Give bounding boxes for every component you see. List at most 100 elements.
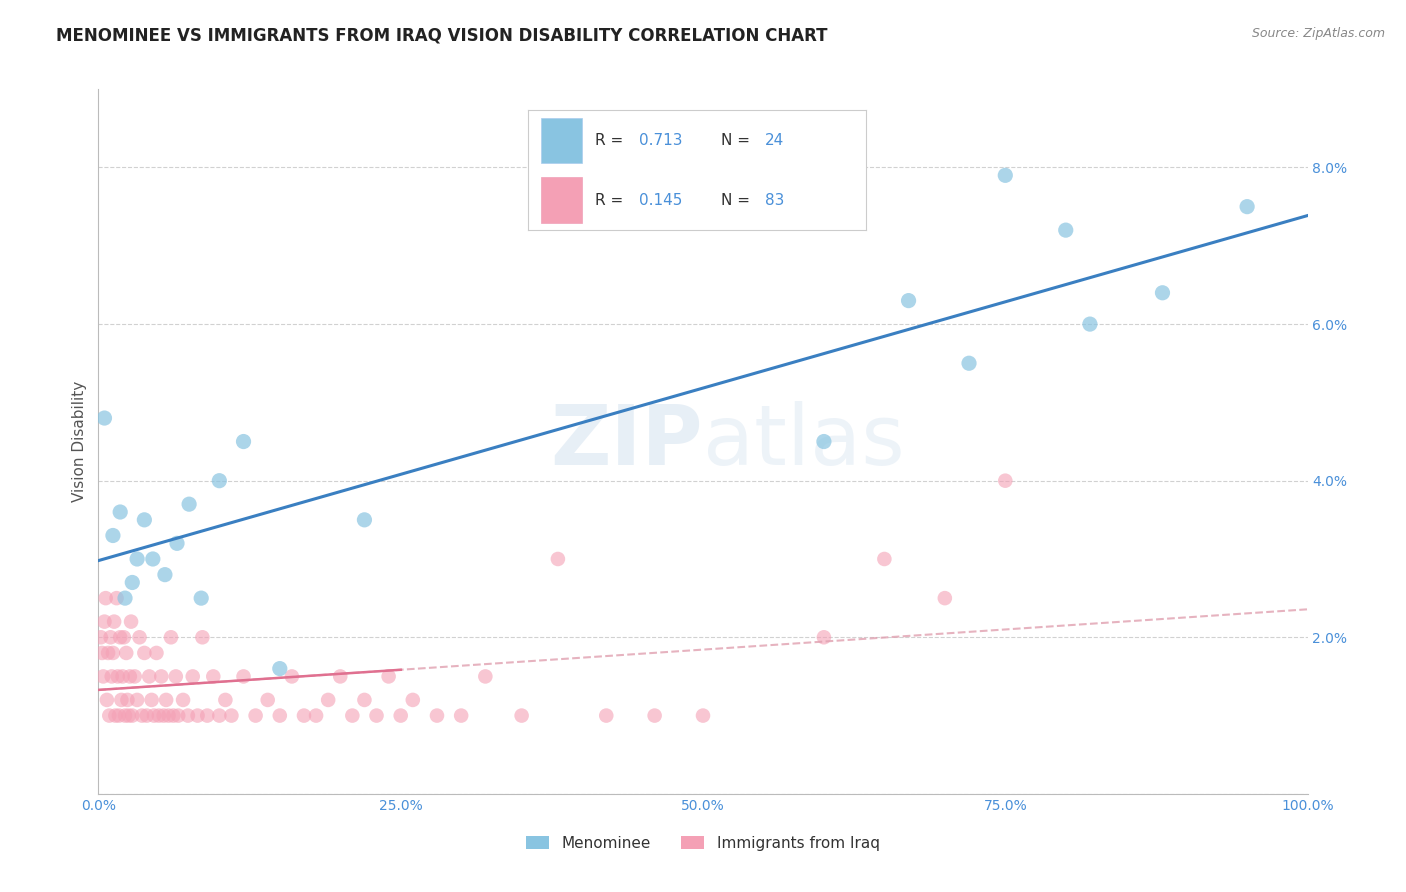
Point [190, 591, 212, 606]
Point [121, 708, 143, 723]
Point [142, 552, 165, 566]
Text: ZIP: ZIP [551, 401, 703, 482]
Point [112, 630, 135, 644]
Point [353, 693, 375, 707]
Point [402, 693, 425, 707]
Point [96, 693, 118, 707]
Point [166, 536, 188, 550]
Point [93, 615, 115, 629]
Point [208, 474, 231, 488]
Point [377, 669, 399, 683]
Point [202, 669, 225, 683]
Point [152, 708, 174, 723]
Point [127, 552, 149, 566]
Point [148, 708, 170, 723]
Point [120, 615, 142, 629]
Point [595, 708, 617, 723]
Point [177, 708, 200, 723]
Point [160, 630, 183, 644]
Point [897, 293, 920, 308]
Point [366, 708, 388, 723]
Point [208, 708, 231, 723]
Point [97, 646, 120, 660]
Point [143, 708, 166, 723]
Point [115, 646, 138, 660]
Point [93, 411, 115, 425]
Point [128, 630, 150, 644]
Point [281, 669, 304, 683]
Point [1152, 285, 1174, 300]
Point [114, 708, 136, 723]
Point [100, 669, 122, 683]
Point [221, 708, 243, 723]
Point [103, 615, 125, 629]
Point [474, 669, 496, 683]
Point [141, 693, 163, 707]
Point [232, 434, 254, 449]
Point [426, 708, 449, 723]
Point [101, 528, 124, 542]
Point [91, 646, 114, 660]
Point [145, 646, 167, 660]
Point [111, 669, 134, 683]
Point [994, 169, 1017, 183]
Point [813, 434, 835, 449]
Point [547, 552, 569, 566]
Point [90, 630, 112, 644]
Point [118, 669, 141, 683]
Point [101, 646, 124, 660]
Point [1054, 223, 1077, 237]
Point [292, 708, 315, 723]
Point [167, 708, 190, 723]
Point [131, 708, 153, 723]
Point [389, 708, 412, 723]
Y-axis label: Vision Disability: Vision Disability [72, 381, 87, 502]
Point [138, 669, 160, 683]
Point [153, 567, 176, 582]
Text: Source: ZipAtlas.com: Source: ZipAtlas.com [1251, 27, 1385, 40]
Point [1078, 317, 1101, 331]
Point [187, 708, 209, 723]
Point [813, 630, 835, 644]
Point [108, 505, 131, 519]
Point [510, 708, 533, 723]
Point [305, 708, 328, 723]
Legend: Menominee, Immigrants from Iraq: Menominee, Immigrants from Iraq [520, 830, 886, 856]
Point [104, 708, 127, 723]
Point [124, 669, 146, 683]
Point [165, 669, 187, 683]
Point [127, 693, 149, 707]
Point [94, 591, 117, 606]
Point [150, 669, 173, 683]
Point [353, 513, 375, 527]
Point [873, 552, 896, 566]
Point [117, 693, 139, 707]
Point [450, 708, 472, 723]
Point [232, 669, 254, 683]
Point [179, 497, 201, 511]
Point [214, 693, 236, 707]
Point [98, 708, 121, 723]
Point [195, 708, 218, 723]
Point [172, 693, 194, 707]
Point [134, 513, 156, 527]
Point [934, 591, 956, 606]
Point [1236, 200, 1258, 214]
Text: atlas: atlas [703, 401, 904, 482]
Point [118, 708, 141, 723]
Point [135, 708, 157, 723]
Point [342, 708, 364, 723]
Point [100, 630, 122, 644]
Text: MENOMINEE VS IMMIGRANTS FROM IRAQ VISION DISABILITY CORRELATION CHART: MENOMINEE VS IMMIGRANTS FROM IRAQ VISION… [56, 27, 828, 45]
Point [692, 708, 714, 723]
Point [329, 669, 352, 683]
Point [134, 646, 156, 660]
Point [157, 708, 180, 723]
Point [269, 708, 291, 723]
Point [245, 708, 267, 723]
Point [105, 591, 128, 606]
Point [162, 708, 184, 723]
Point [269, 662, 291, 676]
Point [114, 591, 136, 606]
Point [155, 693, 177, 707]
